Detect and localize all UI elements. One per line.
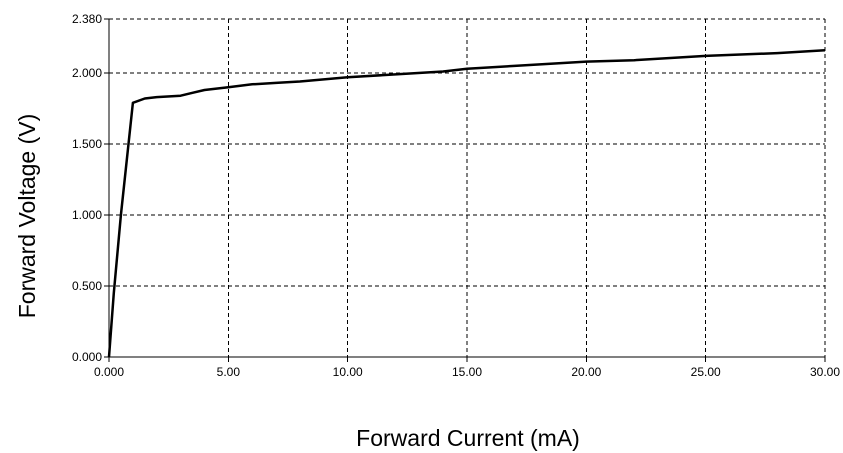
grid-lines: [109, 18, 826, 357]
tick-labels: 0.000 5.00 10.00 15.00 20.00 25.00 30.00 0.000 0…: [72, 12, 840, 379]
series-layer: [107, 48, 826, 358]
x-tick-label-4: 20.00: [571, 365, 601, 379]
x-tick-label-1: 5.00: [217, 365, 241, 379]
series-line-0: [107, 48, 826, 358]
x-axis-title: Forward Current (mA): [356, 425, 580, 451]
y-tick-label-0: 0.000: [72, 350, 102, 364]
y-tick-label-3: 1.500: [72, 137, 102, 151]
x-tick-label-5: 25.00: [691, 365, 721, 379]
y-tick-label-1: 0.500: [72, 279, 102, 293]
x-tick-label-2: 10.00: [333, 365, 363, 379]
x-tick-label-6: 30.00: [810, 365, 840, 379]
y-tick-label-4: 2.000: [72, 66, 102, 80]
x-tick-label-3: 15.00: [452, 365, 482, 379]
tick-marks: [104, 18, 826, 362]
y-tick-label-2: 1.000: [72, 208, 102, 222]
y-axis-title: Forward Voltage (V): [14, 114, 40, 319]
y-tick-label-5: 2.380: [72, 12, 102, 26]
x-tick-label-0: 0.000: [94, 365, 124, 379]
